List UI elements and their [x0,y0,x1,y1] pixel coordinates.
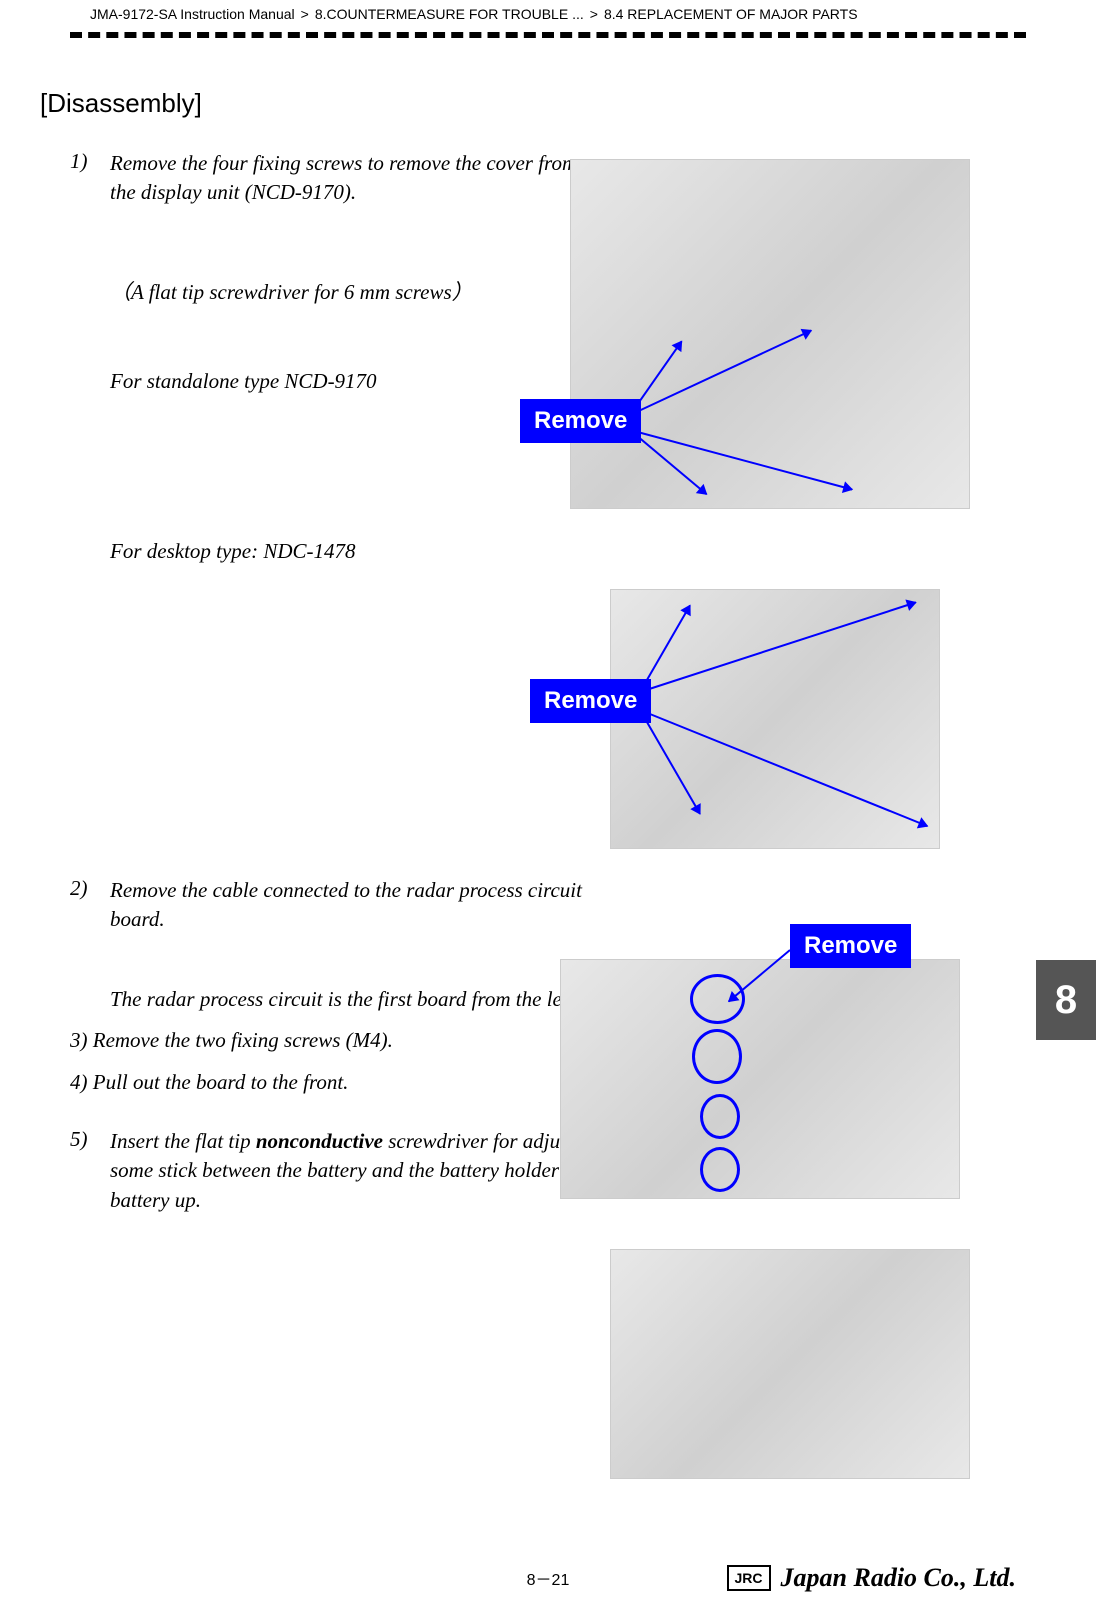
page-number: 8－21 [527,1566,570,1590]
page-container: JMA-9172-SA Instruction Manual > 8.COUNT… [0,0,1096,1620]
step-1-num: 1) [70,149,110,174]
breadcrumb-sep-1: > [301,6,309,22]
circle-mark-2 [692,1029,742,1084]
chapter-tab: 8 [1036,960,1096,1040]
circle-mark-1 [690,974,745,1024]
figure-battery-placeholder [611,1250,969,1478]
remove-label-1: Remove [520,399,641,443]
step-5-num: 5) [70,1127,110,1152]
step-5-bold: nonconductive [256,1129,383,1153]
breadcrumb-chapter: 8.COUNTERMEASURE FOR TROUBLE ... [315,6,584,22]
breadcrumb-sep-2: > [590,6,598,22]
remove-label-2: Remove [530,679,651,723]
circle-mark-4 [700,1147,740,1192]
breadcrumb-manual: JMA-9172-SA Instruction Manual [90,6,295,22]
section-heading: [Disassembly] [40,88,1026,119]
breadcrumb-section: 8.4 REPLACEMENT OF MAJOR PARTS [604,6,858,22]
figure-standalone-placeholder [571,160,969,508]
step-4: 4) Pull out the board to the front. [70,1068,550,1097]
step-1-note: （A flat tip screwdriver for 6 mm screws） [110,278,590,307]
figure-radar-placeholder [561,960,959,1198]
step-1-standalone: For standalone type NCD-9170 [110,367,590,396]
jrc-logo-box: JRC [727,1565,771,1591]
step-2-text: Remove the cable connected to the radar … [110,876,590,935]
step-1-desktop: For desktop type: NDC-1478 [110,537,590,566]
footer: 8－21 JRC Japan Radio Co., Ltd. [0,1566,1096,1590]
circle-mark-3 [700,1094,740,1139]
remove-label-3: Remove [790,924,911,968]
figure-battery [610,1249,970,1479]
step-2-num: 2) [70,876,110,901]
step-3: 3) Remove the two fixing screws (M4). [70,1026,550,1055]
content-area: 1) Remove the four fixing screws to remo… [70,149,1026,1215]
step-5-pre: Insert the flat tip [110,1129,256,1153]
logo-group: JRC Japan Radio Co., Ltd. [727,1563,1017,1593]
breadcrumb: JMA-9172-SA Instruction Manual > 8.COUNT… [70,0,1026,22]
figure-radar-board [560,959,960,1199]
dashed-divider [70,32,1026,38]
figure-standalone [570,159,970,509]
step-1-text: Remove the four fixing screws to remove … [110,149,590,208]
jrc-logo-script: Japan Radio Co., Ltd. [781,1563,1016,1593]
